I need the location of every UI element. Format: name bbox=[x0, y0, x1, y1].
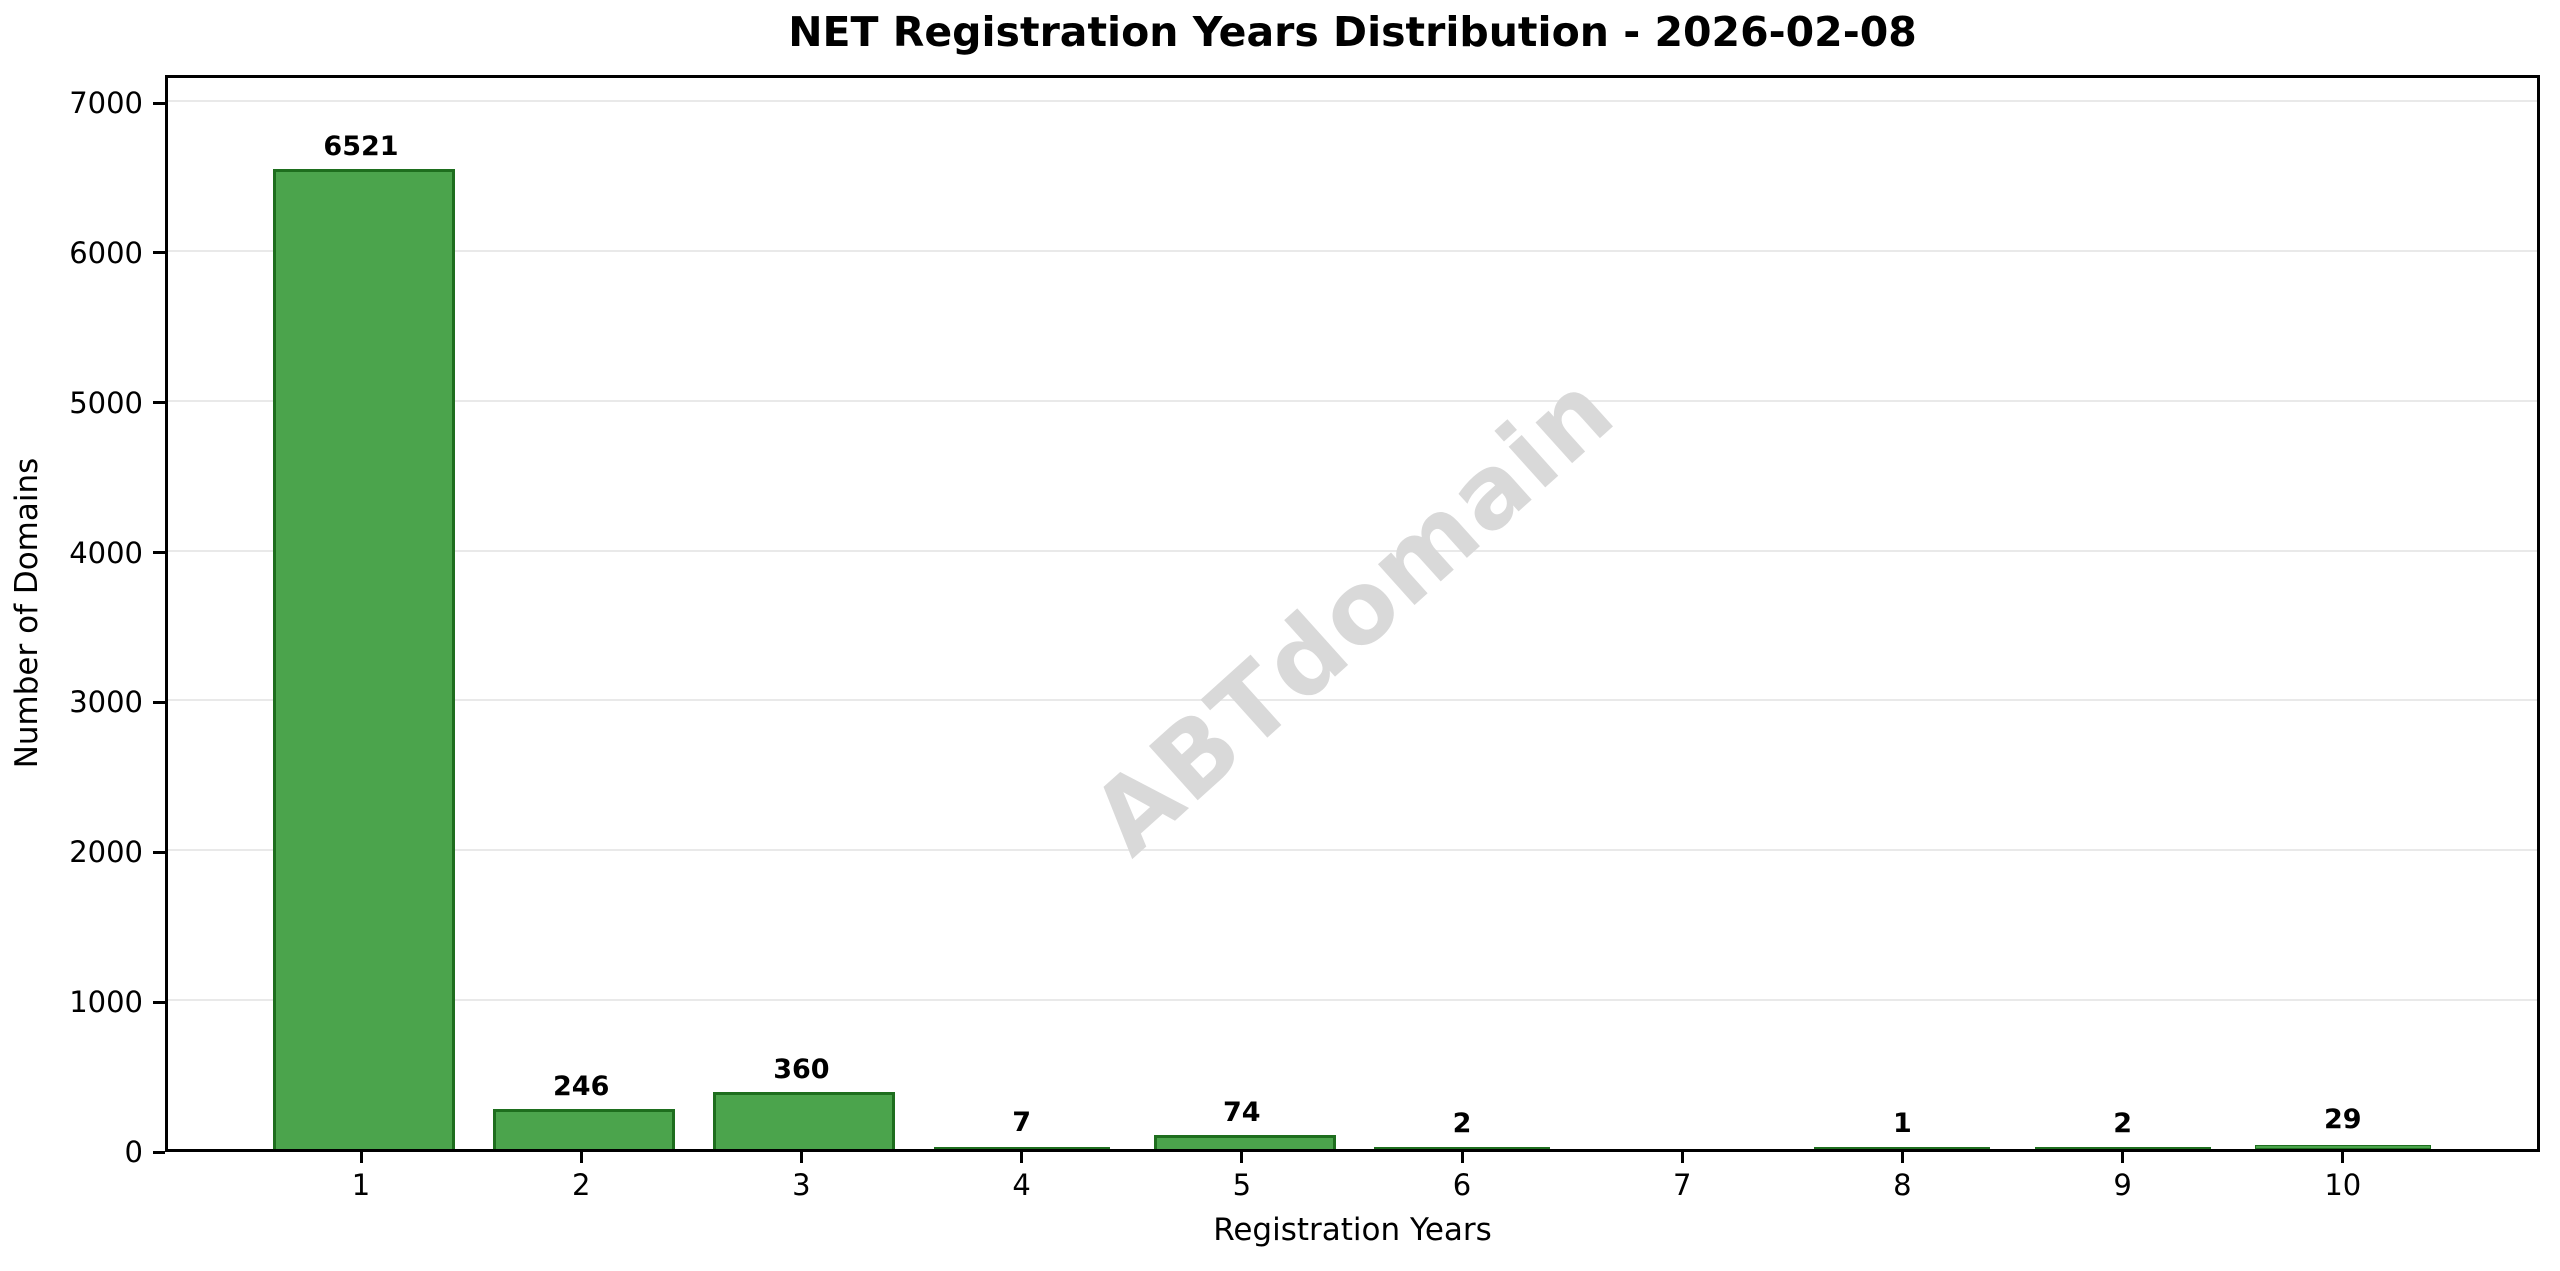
bar-value-label: 246 bbox=[553, 1071, 610, 1103]
gridline bbox=[168, 100, 2537, 103]
y-tick-mark bbox=[153, 401, 165, 405]
y-tick-label: 3000 bbox=[69, 685, 143, 720]
y-tick-mark bbox=[153, 551, 165, 555]
bar-value-label: 29 bbox=[2324, 1103, 2362, 1135]
y-axis-label: Number of Domains bbox=[9, 457, 45, 769]
y-tick-mark bbox=[153, 1000, 165, 1004]
x-tick-mark bbox=[2121, 1152, 2125, 1163]
bar bbox=[2034, 1147, 2211, 1149]
x-tick-label: 8 bbox=[1893, 1168, 1912, 1202]
x-axis-label: Registration Years bbox=[1213, 1212, 1492, 1248]
bar-value-label: 74 bbox=[1223, 1096, 1261, 1128]
bar bbox=[2254, 1144, 2431, 1149]
bar-value-label: 6521 bbox=[323, 130, 399, 162]
x-tick-label: 5 bbox=[1232, 1168, 1252, 1202]
watermark: ABTdomain bbox=[1069, 350, 1636, 877]
chart-title: NET Registration Years Distribution - 20… bbox=[788, 8, 1917, 56]
x-tick-mark bbox=[799, 1152, 803, 1163]
gridline bbox=[168, 549, 2537, 552]
x-tick-mark bbox=[1460, 1152, 1464, 1163]
y-tick-mark bbox=[153, 251, 165, 255]
gridline bbox=[168, 249, 2537, 252]
y-tick-mark bbox=[153, 700, 165, 704]
x-tick-label: 7 bbox=[1672, 1168, 1692, 1202]
x-tick-mark bbox=[1900, 1152, 1904, 1163]
x-tick-mark bbox=[1680, 1152, 1684, 1163]
y-tick-label: 5000 bbox=[69, 385, 143, 420]
plot-area: ABTdomain 6521 246 360 7 74 2 1 2 29 bbox=[165, 75, 2540, 1152]
y-tick-label: 6000 bbox=[69, 235, 143, 270]
y-tick-mark bbox=[153, 850, 165, 854]
y-tick-mark bbox=[153, 101, 165, 105]
bar-value-label: 2 bbox=[2113, 1107, 2132, 1139]
bar bbox=[1153, 1134, 1336, 1149]
bar bbox=[713, 1092, 896, 1149]
bar bbox=[1374, 1147, 1550, 1149]
bar bbox=[1814, 1147, 1991, 1149]
gridline bbox=[168, 699, 2537, 702]
x-tick-label: 6 bbox=[1452, 1168, 1472, 1202]
gridline bbox=[168, 399, 2537, 402]
gridline bbox=[168, 849, 2537, 852]
y-tick-label: 4000 bbox=[69, 535, 143, 570]
x-tick-label: 10 bbox=[2324, 1168, 2362, 1202]
x-tick-label: 3 bbox=[792, 1168, 811, 1202]
x-tick-mark bbox=[1240, 1152, 1244, 1163]
bar bbox=[273, 168, 455, 1149]
x-tick-mark bbox=[2341, 1152, 2345, 1163]
y-tick-label: 0 bbox=[124, 1135, 143, 1169]
y-tick-mark bbox=[153, 1150, 165, 1154]
x-tick-mark bbox=[359, 1152, 363, 1163]
y-tick-label: 2000 bbox=[69, 835, 143, 870]
x-tick-label: 2 bbox=[571, 1168, 591, 1202]
x-tick-label: 4 bbox=[1012, 1168, 1031, 1202]
x-tick-mark bbox=[1020, 1152, 1024, 1163]
bar-value-label: 1 bbox=[1892, 1107, 1912, 1139]
gridline bbox=[168, 999, 2537, 1002]
bar-value-label: 360 bbox=[773, 1054, 830, 1086]
x-tick-label: 9 bbox=[2113, 1168, 2132, 1202]
y-tick-label: 7000 bbox=[69, 86, 143, 121]
bar bbox=[933, 1147, 1110, 1149]
x-tick-mark bbox=[579, 1152, 583, 1163]
bar-value-label: 2 bbox=[1452, 1107, 1472, 1139]
bar bbox=[493, 1109, 676, 1149]
y-tick-label: 1000 bbox=[69, 985, 143, 1020]
bar-value-label: 7 bbox=[1012, 1106, 1031, 1138]
x-tick-label: 1 bbox=[351, 1168, 371, 1202]
